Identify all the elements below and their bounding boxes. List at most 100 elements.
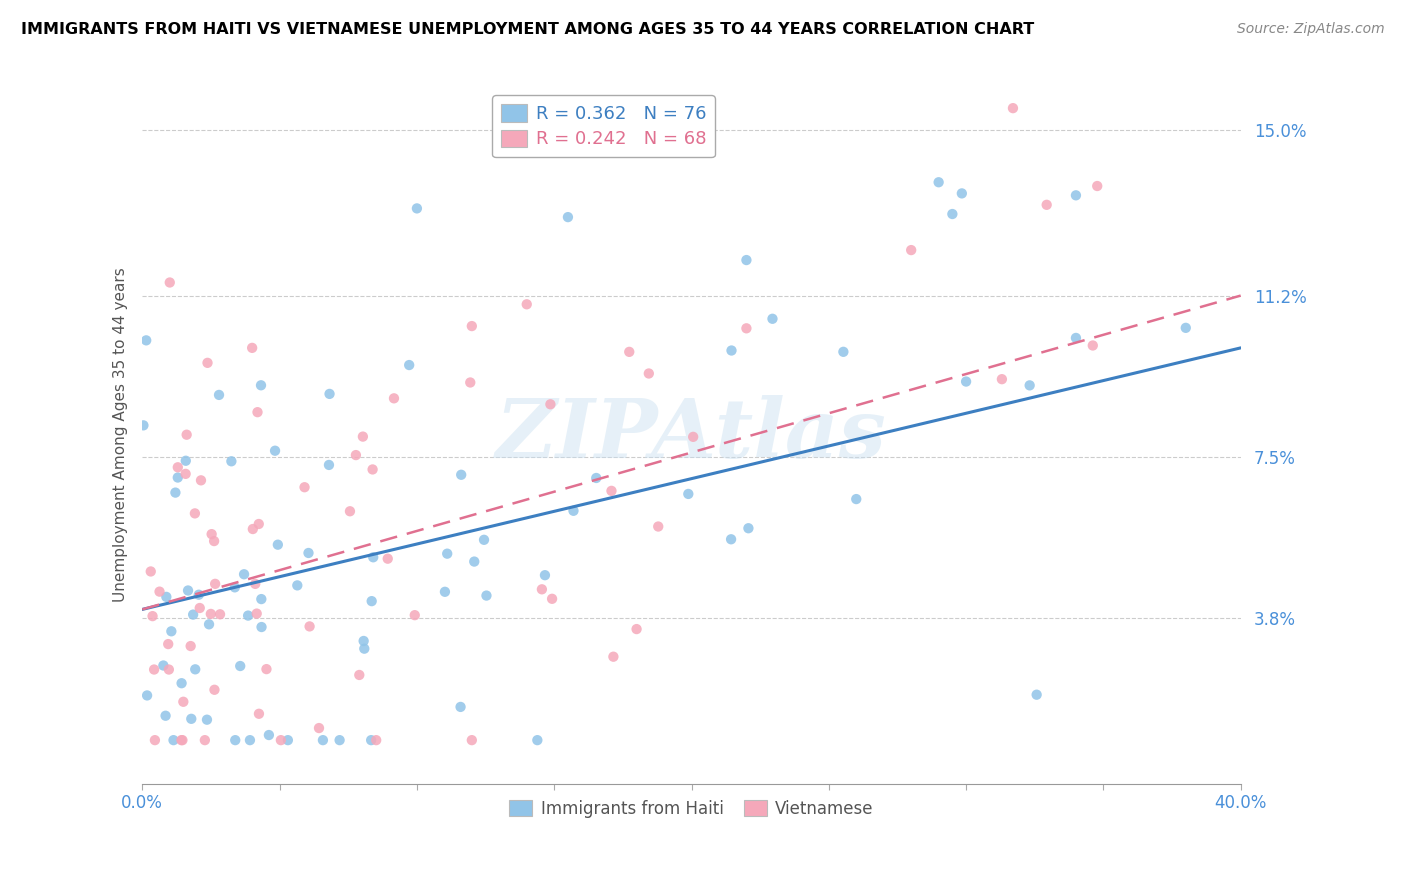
Point xyxy=(208,607,231,622)
Point xyxy=(530,582,553,597)
Point xyxy=(562,504,585,518)
Point xyxy=(361,550,384,565)
Point xyxy=(224,580,246,594)
Point xyxy=(166,460,188,475)
Point xyxy=(233,567,256,582)
Point xyxy=(735,253,758,268)
Point xyxy=(941,207,963,221)
Point xyxy=(184,662,207,676)
Point xyxy=(267,538,290,552)
Point xyxy=(406,202,429,216)
Point xyxy=(198,617,221,632)
Point xyxy=(526,733,548,747)
Point xyxy=(246,405,269,419)
Point xyxy=(1035,198,1057,212)
Point xyxy=(250,378,273,392)
Point xyxy=(433,584,456,599)
Point xyxy=(1081,338,1104,352)
Point xyxy=(361,462,384,476)
Point xyxy=(682,430,704,444)
Point xyxy=(294,480,316,494)
Point xyxy=(143,733,166,747)
Point xyxy=(991,372,1014,386)
Point xyxy=(174,454,197,468)
Point xyxy=(352,429,374,443)
Point xyxy=(170,733,193,747)
Point xyxy=(247,516,270,531)
Point xyxy=(1025,688,1047,702)
Point xyxy=(339,504,361,518)
Point xyxy=(461,319,484,334)
Point xyxy=(353,634,375,648)
Point xyxy=(737,521,759,535)
Point xyxy=(250,620,273,634)
Point xyxy=(312,733,335,747)
Point xyxy=(197,356,219,370)
Point xyxy=(928,175,950,189)
Point xyxy=(201,527,224,541)
Point xyxy=(318,458,340,472)
Point xyxy=(155,590,177,604)
Point xyxy=(450,700,472,714)
Point xyxy=(224,733,246,747)
Point xyxy=(398,358,420,372)
Point xyxy=(619,344,641,359)
Point xyxy=(165,485,187,500)
Point xyxy=(180,712,202,726)
Point xyxy=(955,375,977,389)
Point xyxy=(475,589,498,603)
Point xyxy=(900,243,922,257)
Point xyxy=(221,454,243,468)
Point xyxy=(170,676,193,690)
Point xyxy=(436,547,458,561)
Point xyxy=(143,663,166,677)
Point xyxy=(174,467,197,481)
Point xyxy=(187,588,209,602)
Point xyxy=(139,565,162,579)
Point xyxy=(270,733,292,747)
Point xyxy=(176,427,198,442)
Point xyxy=(202,534,225,549)
Point xyxy=(184,507,207,521)
Point xyxy=(157,637,180,651)
Point xyxy=(538,397,561,411)
Point xyxy=(950,186,973,201)
Point xyxy=(204,682,226,697)
Point xyxy=(200,607,222,621)
Point xyxy=(264,443,287,458)
Point xyxy=(404,608,426,623)
Point xyxy=(148,584,170,599)
Point xyxy=(239,733,262,747)
Y-axis label: Unemployment Among Ages 35 to 44 years: Unemployment Among Ages 35 to 44 years xyxy=(114,268,128,602)
Point xyxy=(195,713,218,727)
Point xyxy=(204,577,226,591)
Point xyxy=(461,733,484,747)
Point xyxy=(245,577,267,591)
Point xyxy=(250,592,273,607)
Point xyxy=(236,608,259,623)
Point xyxy=(1018,378,1040,392)
Point xyxy=(298,619,321,633)
Text: ZIPAtlas: ZIPAtlas xyxy=(496,395,887,475)
Point xyxy=(177,583,200,598)
Point xyxy=(297,546,319,560)
Point xyxy=(360,594,382,608)
Point xyxy=(1001,101,1024,115)
Point xyxy=(329,733,352,747)
Point xyxy=(366,733,388,747)
Point xyxy=(735,321,758,335)
Point xyxy=(141,609,163,624)
Point xyxy=(463,555,485,569)
Point xyxy=(637,367,659,381)
Point xyxy=(349,668,371,682)
Point xyxy=(157,663,180,677)
Point xyxy=(159,276,181,290)
Point xyxy=(135,334,157,348)
Point xyxy=(188,601,211,615)
Point xyxy=(181,607,204,622)
Point xyxy=(557,210,579,224)
Point xyxy=(172,695,194,709)
Point xyxy=(256,662,278,676)
Point xyxy=(246,607,269,621)
Point xyxy=(678,487,700,501)
